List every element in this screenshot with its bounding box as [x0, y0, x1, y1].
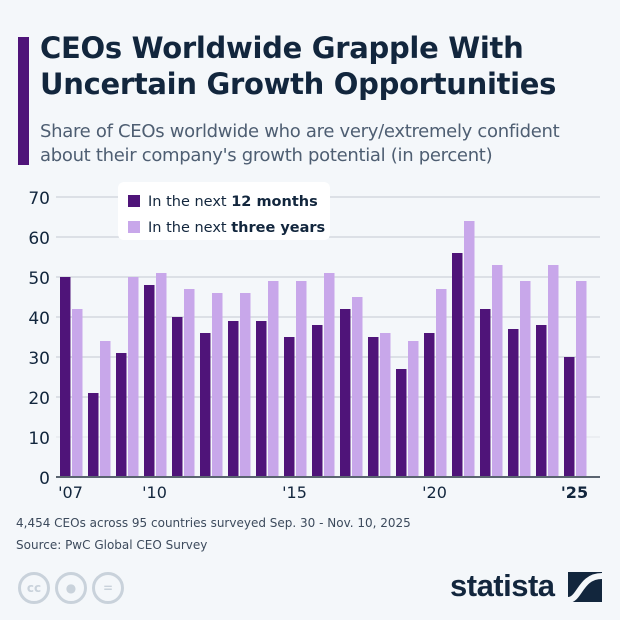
bar-2024-three-years	[548, 265, 559, 477]
bar-2016-three-years	[324, 273, 335, 477]
accent-bar	[18, 37, 29, 165]
bar-2011-12-months	[172, 317, 183, 477]
bar-2014-three-years	[268, 281, 279, 477]
statista-logo-icon	[568, 572, 602, 602]
bar-2021-12-months	[452, 253, 463, 477]
bar-2016-12-months	[312, 325, 323, 477]
x-tick-label: '25	[561, 483, 588, 502]
x-tick-label: '07	[58, 483, 83, 502]
bar-2013-three-years	[240, 293, 251, 477]
attribution-icon: ●	[55, 572, 87, 604]
bar-2023-three-years	[520, 281, 531, 477]
statista-logo: statista	[450, 568, 555, 603]
bar-2012-three-years	[212, 293, 223, 477]
y-tick-label: 60	[28, 229, 50, 249]
x-tick-label: '15	[282, 483, 307, 502]
survey-note: 4,454 CEOs across 95 countries surveyed …	[16, 516, 411, 530]
legend-label: In the next three years	[148, 220, 325, 236]
bar-2013-12-months	[228, 321, 239, 477]
bar-2018-three-years	[380, 333, 391, 477]
bar-2019-12-months	[396, 369, 407, 477]
y-tick-label: 40	[28, 309, 50, 329]
bar-2015-12-months	[284, 337, 295, 477]
x-tick-label: '20	[422, 483, 447, 502]
legend-swatch	[128, 195, 140, 207]
y-tick-label: 70	[28, 189, 50, 209]
bar-2020-three-years	[436, 289, 447, 477]
no-derivatives-icon: =	[92, 572, 124, 604]
bar-2020-12-months	[424, 333, 435, 477]
cc-icon: cc	[18, 572, 50, 604]
bar-2017-12-months	[340, 309, 351, 477]
legend-label: In the next 12 months	[148, 194, 318, 210]
chart-title: CEOs Worldwide Grapple With Uncertain Gr…	[40, 31, 557, 101]
chart-subtitle: Share of CEOs worldwide who are very/ext…	[40, 121, 560, 166]
bar-2008-three-years	[100, 341, 111, 477]
bar-2025-12-months	[564, 357, 575, 477]
legend-box	[118, 182, 330, 240]
bar-2017-three-years	[352, 297, 363, 477]
y-tick-label: 0	[39, 469, 50, 489]
x-tick-label: '10	[142, 483, 167, 502]
bar-2009-three-years	[128, 277, 139, 477]
bar-2022-three-years	[492, 265, 503, 477]
bar-2011-three-years	[184, 289, 195, 477]
y-tick-label: 30	[28, 349, 50, 369]
bar-2022-12-months	[480, 309, 491, 477]
bar-2007-three-years	[72, 309, 83, 477]
bar-chart: 0 10 20 30 40 50 60 70 '07 '10 '15 '20 '25 In the nex…	[28, 182, 600, 502]
bar-2009-12-months	[116, 353, 127, 477]
bar-2018-12-months	[368, 337, 379, 477]
source-note: Source: PwC Global CEO Survey	[16, 538, 208, 552]
y-tick-label: 20	[28, 389, 50, 409]
bar-2015-three-years	[296, 281, 307, 477]
bar-2019-three-years	[408, 341, 419, 477]
bar-2007-12-months	[60, 277, 71, 477]
legend-swatch	[128, 221, 140, 233]
y-tick-label: 10	[28, 429, 50, 449]
bar-2014-12-months	[256, 321, 267, 477]
bar-2010-12-months	[144, 285, 155, 477]
bar-2023-12-months	[508, 329, 519, 477]
bar-2008-12-months	[88, 393, 99, 477]
bar-2010-three-years	[156, 273, 167, 477]
y-tick-label: 50	[28, 269, 50, 289]
bar-2024-12-months	[536, 325, 547, 477]
bar-2025-three-years	[576, 281, 587, 477]
bar-2012-12-months	[200, 333, 211, 477]
bar-2021-three-years	[464, 221, 475, 477]
